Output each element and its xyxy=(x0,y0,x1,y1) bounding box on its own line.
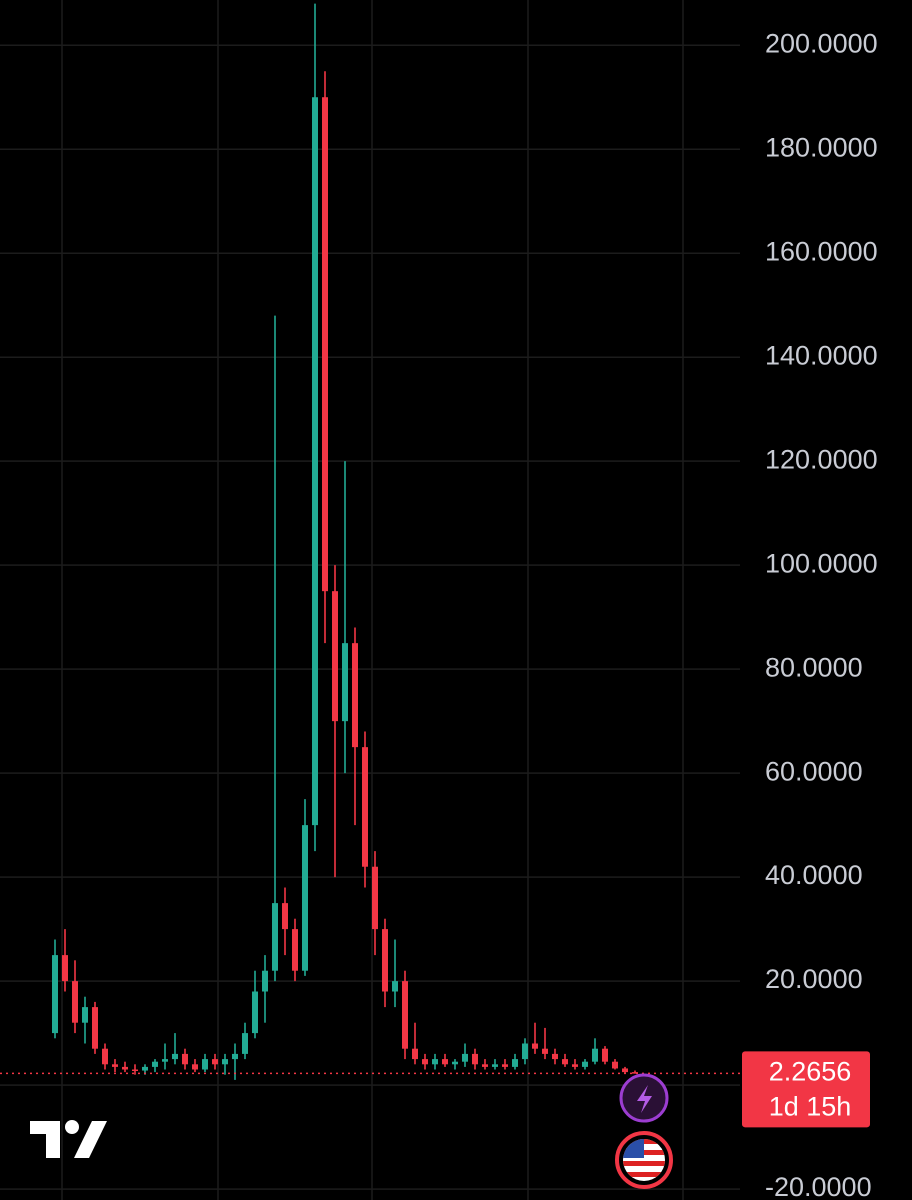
candle-body xyxy=(462,1053,468,1062)
candle-body xyxy=(272,903,278,971)
candle-body xyxy=(182,1053,188,1065)
candle-body xyxy=(62,955,68,982)
candle-body xyxy=(282,903,288,930)
y-tick-label: 120.0000 xyxy=(765,444,878,474)
candle-body xyxy=(192,1064,198,1070)
candle-body xyxy=(322,97,328,592)
candle-body xyxy=(102,1048,108,1065)
candle-body xyxy=(112,1064,118,1067)
candle-body xyxy=(472,1053,478,1065)
candle-body xyxy=(412,1048,418,1060)
flag-stripe xyxy=(623,1161,665,1166)
candle-body xyxy=(292,929,298,971)
candle-body xyxy=(342,643,348,722)
flag-stripe xyxy=(623,1172,665,1177)
y-tick-label: 60.0000 xyxy=(765,756,863,786)
candle-body xyxy=(432,1059,438,1065)
candle-body xyxy=(252,991,258,1034)
candle-body xyxy=(632,1072,638,1074)
candle-body xyxy=(572,1064,578,1067)
candle-body xyxy=(122,1066,128,1070)
grid xyxy=(0,44,740,1190)
y-tick-label: 40.0000 xyxy=(765,860,863,890)
candle-body xyxy=(132,1069,138,1071)
candle-body xyxy=(242,1033,248,1054)
candle-body xyxy=(492,1064,498,1067)
candle-body xyxy=(332,591,338,722)
candle-body xyxy=(362,747,368,867)
y-tick-label: 80.0000 xyxy=(765,652,863,682)
candle-body xyxy=(422,1059,428,1065)
icon-ring xyxy=(615,1131,673,1189)
candle-body xyxy=(622,1068,628,1073)
candle-body xyxy=(402,981,408,1049)
last-price-box xyxy=(742,1051,870,1128)
y-tick-label: 180.0000 xyxy=(765,132,878,162)
candle-body xyxy=(452,1061,458,1065)
candle-body xyxy=(592,1048,598,1062)
candle-body xyxy=(162,1059,168,1062)
last-price-label: 2.2656 xyxy=(769,1056,852,1086)
candle-body xyxy=(82,1007,88,1023)
countdown-label: 1d 15h xyxy=(769,1091,852,1121)
candle-body xyxy=(532,1043,538,1049)
candle-body xyxy=(52,955,58,1034)
y-tick-label: 140.0000 xyxy=(765,340,878,370)
market-flag-icon[interactable] xyxy=(615,1131,673,1189)
candle-body xyxy=(392,981,398,992)
candle-body xyxy=(172,1053,178,1060)
candle-body xyxy=(582,1061,588,1067)
candle-body xyxy=(562,1059,568,1065)
candle-body xyxy=(202,1059,208,1070)
y-tick-label: -20.0000 xyxy=(765,1172,872,1200)
y-tick-label: 200.0000 xyxy=(765,28,878,58)
candle-body xyxy=(92,1007,98,1049)
candle-body xyxy=(522,1043,528,1060)
logo-part xyxy=(74,1121,107,1158)
candle-body xyxy=(312,97,318,826)
candle-body xyxy=(512,1059,518,1067)
logo-part xyxy=(65,1120,79,1134)
candle-body xyxy=(262,970,268,992)
candle-body xyxy=(612,1061,618,1069)
candle-body xyxy=(72,981,78,1023)
candle-body xyxy=(542,1048,548,1054)
y-tick-label: 160.0000 xyxy=(765,236,878,266)
icon-bolt xyxy=(637,1085,652,1113)
candle-body xyxy=(302,825,308,971)
y-tick-label: 20.0000 xyxy=(765,964,863,994)
candle-body xyxy=(552,1053,558,1060)
candle-body xyxy=(372,866,378,930)
y-tick-label: 100.0000 xyxy=(765,548,878,578)
logo-part xyxy=(30,1121,60,1158)
vertical-grid xyxy=(61,0,684,1200)
candle-body xyxy=(482,1064,488,1067)
candle-body xyxy=(502,1064,508,1067)
candle-body xyxy=(142,1066,148,1071)
candle-body xyxy=(602,1048,608,1062)
candles xyxy=(0,3,740,1080)
candle-body xyxy=(352,643,358,748)
y-axis: -20.00000.000020.000040.000060.000080.00… xyxy=(742,28,878,1200)
candle-body xyxy=(212,1059,218,1065)
candle-body xyxy=(152,1061,158,1067)
candle-body xyxy=(232,1053,238,1060)
candle-body xyxy=(382,929,388,992)
candle-body xyxy=(442,1059,448,1065)
logo[interactable] xyxy=(30,1120,107,1158)
candle-body xyxy=(222,1059,228,1065)
flash-icon[interactable] xyxy=(619,1073,669,1123)
